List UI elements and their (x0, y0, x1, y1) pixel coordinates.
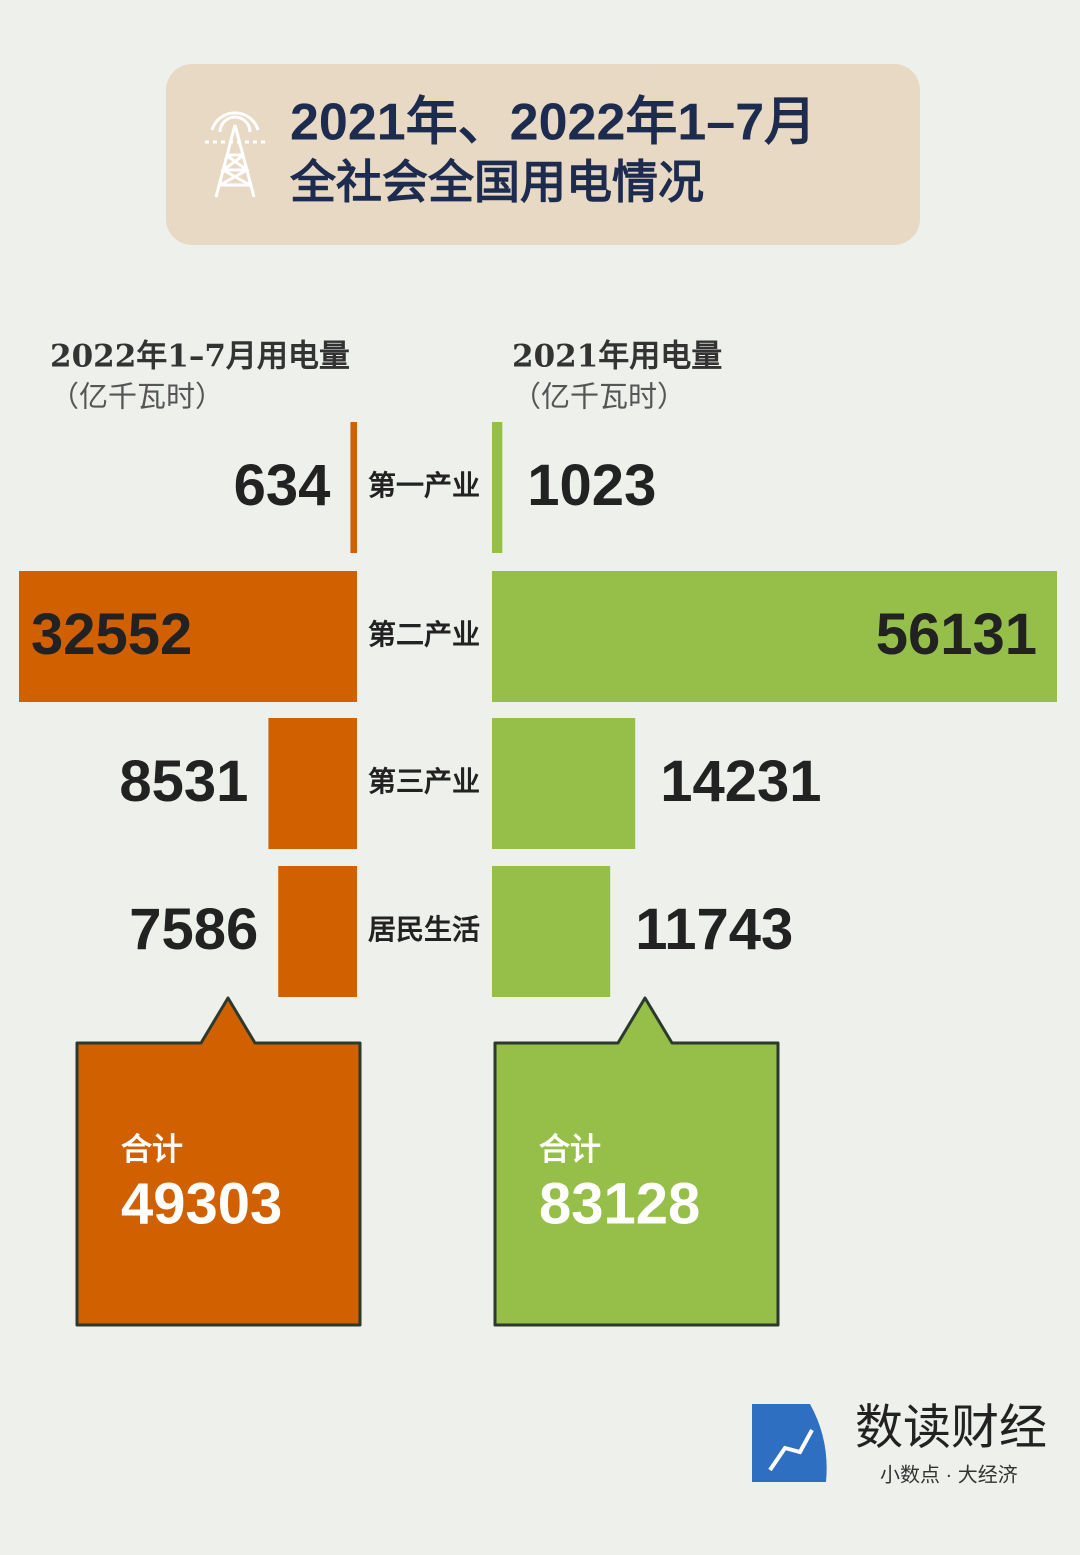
total-value: 49303 (121, 1171, 282, 1236)
value-label: 634 (234, 453, 331, 518)
brand-name: 数读财经 (855, 1402, 1047, 1455)
header-box (166, 64, 920, 245)
bar (278, 866, 357, 997)
value-label: 32552 (31, 602, 192, 667)
value-label: 1023 (527, 453, 656, 518)
category-label: 第三产业 (368, 765, 480, 798)
brand-logo (752, 1404, 827, 1482)
value-label: 11743 (635, 897, 793, 962)
bar (492, 718, 636, 849)
brand: 数读财经 小数点 · 大经济 (752, 1402, 1047, 1486)
value-label: 14231 (660, 749, 821, 814)
series-name: 2022年1–7月用电量 (50, 339, 350, 375)
series-name: 2021年用电量 (512, 339, 722, 375)
title-line: 全社会全国用电情况 (289, 156, 704, 208)
total-label: 合计 (121, 1132, 183, 1167)
bar (492, 571, 1057, 702)
bar (350, 422, 357, 553)
tower-icon (205, 111, 265, 198)
category-label: 第一产业 (368, 469, 480, 502)
total-label: 合计 (539, 1132, 601, 1167)
total-box (493, 996, 780, 1327)
value-label: 7586 (129, 897, 258, 962)
bar (19, 571, 357, 702)
brand-logo-line (768, 1429, 814, 1472)
total-box (75, 996, 362, 1327)
bar (268, 718, 357, 849)
value-label: 8531 (119, 749, 248, 814)
category-label: 第二产业 (368, 618, 480, 651)
series-unit: （亿千瓦时） (50, 381, 224, 414)
brand-slogan: 小数点 · 大经济 (880, 1463, 1018, 1486)
category-label: 居民生活 (368, 913, 480, 946)
bar (492, 866, 611, 997)
title-line: 2021年、2022年1–7月 (290, 94, 816, 152)
series-unit: （亿千瓦时） (512, 381, 686, 414)
value-label: 56131 (876, 602, 1037, 667)
total-value: 83128 (539, 1171, 700, 1236)
bar (492, 422, 503, 553)
